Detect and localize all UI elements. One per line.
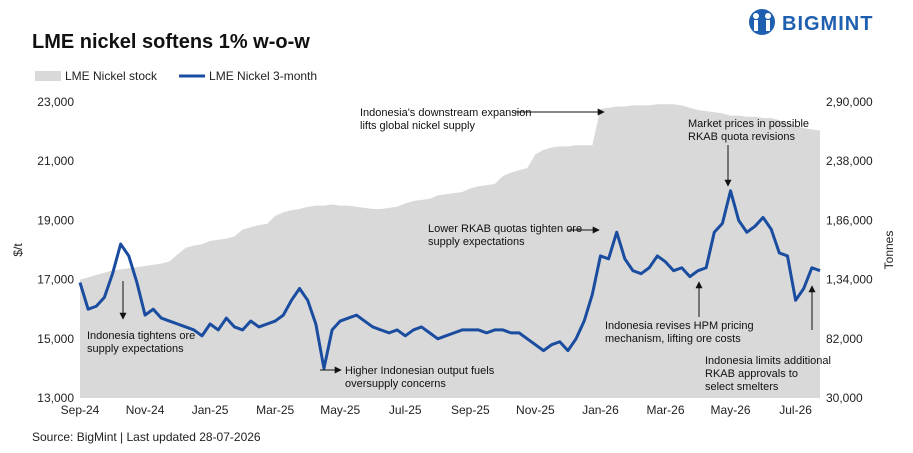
source: Source: BigMint | Last updated 28-07-202… [32, 430, 261, 444]
y2-tick-label: 1,86,000 [826, 213, 873, 227]
y-tick-label: 13,000 [37, 391, 74, 405]
legend-label: LME Nickel stock [65, 69, 158, 83]
y-tick-label: 19,000 [37, 213, 74, 227]
annotation: Higher Indonesian output fuels [345, 365, 495, 377]
annotation: RKAB approvals to [705, 368, 798, 380]
annotation: mechanism, lifting ore costs [605, 333, 741, 345]
y-tick-label: 15,000 [37, 332, 74, 346]
y2-axis-label: Tonnes [882, 231, 896, 270]
x-tick-label: Jul-25 [389, 403, 422, 417]
x-tick-label: Jan-25 [192, 403, 229, 417]
annotation: lifts global nickel supply [360, 120, 475, 132]
y-tick-label: 23,000 [37, 95, 74, 109]
plot [78, 104, 821, 399]
annotation: RKAB quota revisions [688, 131, 795, 143]
annotation: supply expectations [87, 343, 184, 355]
x-tick-label: Sep-25 [451, 403, 490, 417]
annotation: Market prices in possible [688, 118, 809, 130]
x-tick-label: Sep-24 [61, 403, 100, 417]
annotation: oversupply concerns [345, 378, 446, 390]
annotation: select smelters [705, 381, 779, 393]
x-tick-label: May-25 [320, 403, 360, 417]
y2-tick-label: 2,38,000 [826, 154, 873, 168]
x-tick-label: Mar-25 [256, 403, 294, 417]
y2-tick-label: 82,000 [826, 332, 863, 346]
y-tick-label: 21,000 [37, 154, 74, 168]
x-tick-label: Nov-24 [126, 403, 165, 417]
annotation: Indonesia tightens ore [87, 330, 195, 342]
x-tick-label: Nov-25 [516, 403, 555, 417]
legend-swatch [35, 71, 61, 81]
chart-title: LME nickel softens 1% w-o-w [32, 31, 310, 53]
y-axis-label: $/t [11, 243, 25, 257]
annotation: supply expectations [428, 236, 525, 248]
x-tick-label: Jul-26 [779, 403, 812, 417]
annotation: Indonesia revises HPM pricing [605, 320, 754, 332]
annotation: Indonesia limits additional [705, 355, 831, 367]
annotation: Indonesia's downstream expansion [360, 107, 531, 119]
x-tick-label: Mar-26 [646, 403, 684, 417]
y-tick-label: 17,000 [37, 273, 74, 287]
x-tick-label: May-26 [711, 403, 751, 417]
annotation: Lower RKAB quotas tighten ore [428, 223, 582, 235]
legend-label: LME Nickel 3-month [209, 69, 317, 83]
y2-tick-label: 1,34,000 [826, 273, 873, 287]
y2-tick-label: 2,90,000 [826, 95, 873, 109]
logo: BIGMINT [749, 9, 873, 35]
y2-tick-label: 30,000 [826, 391, 863, 405]
x-tick-label: Jan-26 [582, 403, 619, 417]
logo-text: BIGMINT [782, 13, 873, 35]
price-line [78, 189, 821, 370]
